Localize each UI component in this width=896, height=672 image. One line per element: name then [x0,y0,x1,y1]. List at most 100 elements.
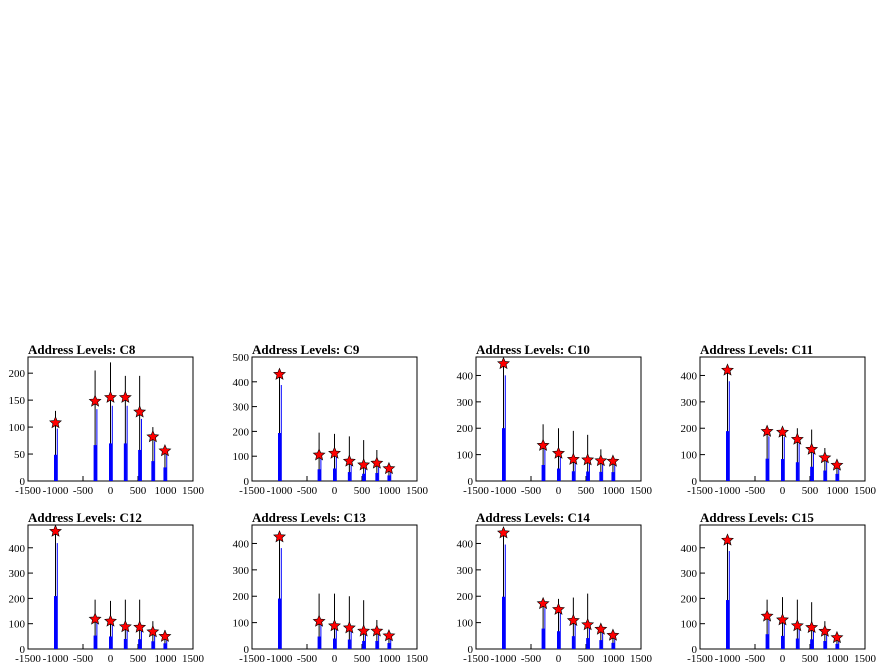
peak-bar [387,643,391,649]
x-tick-label: -1500 [239,485,265,497]
peak-marker [104,390,117,403]
peak-2 [88,370,102,481]
y-tick-label: 400 [233,538,250,550]
peak-marker [776,613,789,626]
peak-bar [163,467,167,481]
peak-6 [146,621,160,649]
peak-bar [810,466,814,481]
peak-4 [566,597,580,649]
y-tick-label: 200 [681,423,698,435]
x-tick-label: 0 [332,485,338,497]
peak-5 [805,602,819,649]
peak-marker [357,624,371,637]
peak-3 [104,362,117,481]
y-tick-label: 150 [9,395,26,407]
y-tick-label: 100 [9,422,26,434]
x-tick-label: -1500 [687,653,713,665]
y-tick-label: 0 [20,476,26,488]
peak-5 [357,600,371,649]
y-tick-label: 0 [692,476,698,488]
x-tick-label: 1000 [155,485,178,497]
y-tick-label: 300 [681,397,698,409]
peak-marker [776,425,789,438]
y-tick-label: 200 [9,593,26,605]
peak-bar [123,443,127,481]
x-tick-label: -1000 [43,485,69,497]
peak-1 [497,526,510,649]
x-tick-label: 1500 [854,485,877,497]
peak-bar [317,636,321,649]
x-tick-label: -500 [73,653,94,665]
peak-bar [387,475,391,481]
peak-3 [776,597,789,649]
y-tick-label: 300 [9,568,26,580]
peak-marker [552,602,565,615]
y-tick-label: 0 [692,644,698,656]
peak-marker [536,438,550,451]
peak-bar [375,640,379,649]
peak-bar [138,449,142,481]
peak-marker [552,446,565,459]
peak-4 [566,430,580,481]
peak-4 [342,436,356,481]
x-tick-label: 0 [780,653,786,665]
x-tick-label: 1000 [603,485,626,497]
peak-bar [795,638,799,649]
peak-marker [88,612,102,625]
chart-title: Address Levels: C9 [252,342,360,357]
x-tick-label: -1000 [715,485,741,497]
y-tick-label: 200 [457,423,474,435]
x-tick-label: -1500 [463,485,489,497]
x-tick-label: -1000 [267,485,293,497]
peak-marker [312,614,326,627]
y-tick-label: 200 [457,591,474,603]
peak-7 [382,461,396,481]
peak-marker [805,442,819,455]
peak-marker [133,620,147,633]
chart-panel-4: Address Levels: C11 0 100 200 300 400 -1500 -10… [681,342,877,497]
peak-marker [342,621,356,634]
peak-6 [594,449,608,481]
peak-6 [818,448,832,481]
peak-7 [158,629,172,649]
x-tick-label: -500 [297,653,318,665]
y-tick-label: 100 [233,618,250,630]
x-tick-label: 1500 [182,485,205,497]
peak-bar [123,638,127,649]
peak-bar [726,600,729,649]
x-tick-label: 0 [108,485,114,497]
peak-bar [571,636,575,649]
x-tick-label: 1000 [603,653,626,665]
peak-bar [93,445,97,481]
peak-marker [566,613,580,626]
peak-marker [158,629,172,642]
peak-bar [726,431,729,481]
peak-bar [599,471,603,481]
peak-bar [611,642,615,649]
peak-bar [362,640,366,649]
peak-5 [133,599,147,649]
y-tick-label: 100 [457,618,474,630]
y-tick-label: 200 [9,368,26,380]
x-tick-label: 1500 [406,653,429,665]
x-tick-label: 500 [354,485,371,497]
peak-5 [805,429,819,481]
y-tick-label: 0 [244,644,250,656]
peak-2 [536,596,550,649]
x-tick-label: 1000 [155,653,178,665]
peak-bar [317,469,321,481]
peak-2 [88,599,102,649]
peak-marker [382,461,396,475]
peak-marker [721,363,734,376]
y-tick-label: 100 [681,450,698,462]
y-tick-label: 500 [233,352,250,364]
y-tick-label: 400 [457,370,474,382]
peak-marker [104,614,117,627]
x-tick-label: 0 [780,485,786,497]
peak-3 [552,428,565,481]
y-tick-label: 400 [681,543,698,555]
chart-panel-8: Address Levels: C15 0 100 200 300 400 -1500 -10… [681,510,877,665]
peak-bar [765,634,769,649]
peak-bar [599,640,603,649]
y-tick-label: 100 [9,619,26,631]
